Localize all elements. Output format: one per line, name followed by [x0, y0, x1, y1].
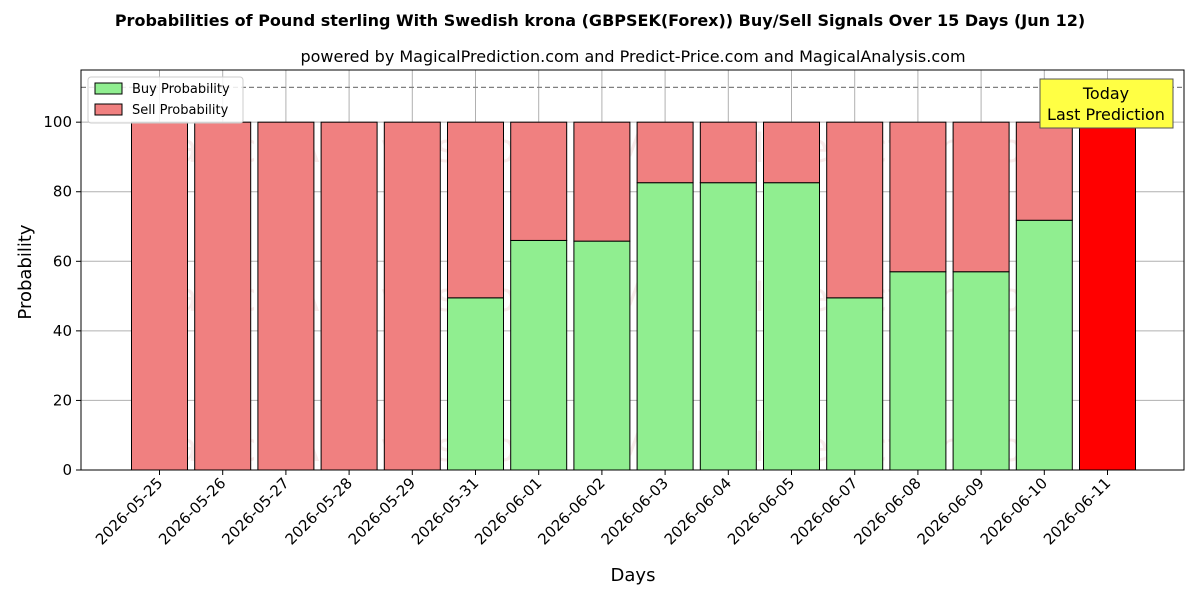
bar-sell-2026-05-28 — [320, 121, 378, 471]
legend-label-sell: Sell Probability — [132, 103, 229, 118]
bar-sell-2026-06-07 — [826, 121, 884, 299]
x-tick-label: 2026-06-07 — [787, 474, 861, 548]
bar-buy-2026-05-31 — [447, 297, 504, 471]
x-tick-label: 2026-05-26 — [155, 474, 229, 548]
y-axis-label: Probability — [15, 224, 36, 319]
bar-sell-2026-06-03 — [636, 121, 694, 184]
x-axis: 2026-05-252026-05-262026-05-272026-05-28… — [92, 470, 1114, 548]
x-tick-label: 2026-06-05 — [724, 474, 798, 548]
bar-buy-2026-06-07 — [826, 297, 884, 471]
x-tick-label: 2026-06-04 — [661, 474, 735, 548]
x-axis-label: Days — [611, 565, 656, 586]
bar-sell-2026-06-10 — [1015, 121, 1073, 221]
x-tick-label: 2026-05-28 — [282, 474, 356, 548]
y-tick-label: 20 — [53, 391, 72, 409]
x-tick-label: 2026-06-08 — [850, 474, 924, 548]
bar-buy-2026-06-02 — [573, 240, 631, 471]
bar-buy-2026-06-10 — [1015, 219, 1073, 471]
bar-buy-2026-06-05 — [763, 182, 820, 471]
bar-sell-2026-05-25 — [131, 121, 188, 471]
y-tick-label: 100 — [43, 113, 72, 131]
x-tick-label: 2026-06-02 — [534, 474, 608, 548]
x-tick-label: 2026-06-03 — [598, 474, 672, 548]
legend-frame — [87, 76, 244, 124]
y-tick-label: 80 — [53, 183, 72, 201]
bar-buy-2026-06-08 — [889, 271, 947, 471]
bar-sell-2026-06-08 — [889, 121, 947, 273]
y-tick-label: 0 — [62, 461, 72, 479]
y-axis: 0 20 40 60 80 100 — [43, 113, 81, 479]
x-tick-label: 2026-05-31 — [408, 474, 482, 548]
x-tick-label: 2026-06-09 — [914, 474, 988, 548]
chart-subtitle: powered by MagicalPrediction.com and Pre… — [300, 47, 965, 66]
x-tick-label: 2026-05-25 — [92, 474, 166, 548]
today-annotation: Today Last Prediction — [1039, 78, 1174, 129]
bar-buy-2026-06-01 — [510, 239, 568, 471]
bar-buy-2026-06-09 — [952, 271, 1010, 471]
legend-swatch-sell — [94, 103, 123, 116]
plot-frame — [80, 69, 1185, 471]
legend: Buy Probability Sell Probability — [87, 76, 244, 124]
bar-sell-2026-05-26 — [194, 121, 252, 471]
bar-sell-2026-06-09 — [952, 121, 1010, 273]
bar-sell-2026-05-29 — [383, 121, 441, 471]
y-tick-label: 60 — [53, 252, 72, 270]
bar-sell-2026-06-04 — [699, 121, 757, 184]
x-tick-label: 2026-06-10 — [977, 474, 1051, 548]
annotation-line-2: Last Prediction — [1047, 105, 1165, 124]
bars — [131, 121, 1136, 471]
legend-label-buy: Buy Probability — [132, 82, 230, 97]
bar-sell-2026-06-01 — [510, 121, 568, 241]
x-tick-label: 2026-05-27 — [218, 474, 292, 548]
bar-sell-2026-06-02 — [573, 121, 631, 242]
bar-buy-2026-06-03 — [636, 182, 694, 471]
annotation-box — [1039, 78, 1174, 129]
x-tick-label: 2026-06-11 — [1040, 474, 1114, 548]
bar-buy-2026-06-04 — [699, 182, 757, 471]
bar-sell-2026-06-11 — [1079, 121, 1136, 471]
bar-sell-2026-06-05 — [763, 121, 820, 184]
y-tick-label: 40 — [53, 322, 72, 340]
x-tick-label: 2026-06-01 — [471, 474, 545, 548]
x-tick-label: 2026-05-29 — [345, 474, 419, 548]
bar-sell-2026-05-31 — [447, 121, 504, 299]
annotation-line-1: Today — [1082, 84, 1129, 103]
chart-title: Probabilities of Pound sterling With Swe… — [115, 11, 1085, 30]
bar-sell-2026-05-27 — [257, 121, 315, 471]
legend-swatch-buy — [94, 82, 123, 95]
